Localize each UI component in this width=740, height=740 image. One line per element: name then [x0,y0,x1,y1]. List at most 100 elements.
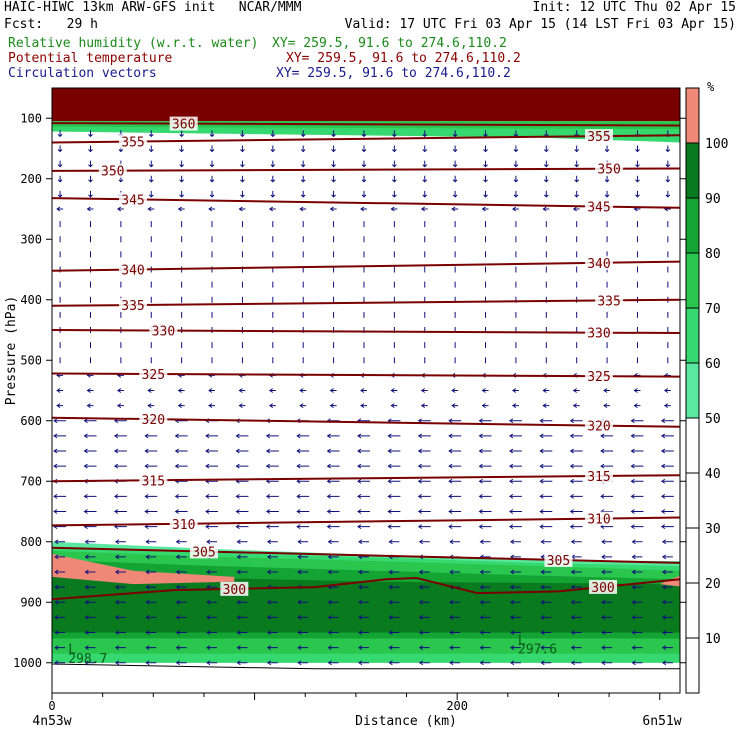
contour-label: 300 [591,581,614,596]
vector-head [660,463,666,469]
vector-head [388,539,393,545]
vector-head [601,539,606,545]
vector-head [510,660,515,666]
vector-head [483,134,488,138]
vector-head [601,630,606,635]
vector-head [326,448,331,454]
vector-head [206,645,211,651]
contour-label-bg [139,473,168,488]
vector-head [539,478,544,484]
vector-head [235,509,240,514]
vector-head [661,599,667,605]
vector-head [418,660,424,666]
vector-head [266,554,272,560]
vector-head [329,206,334,212]
x-tick-label: 0 [48,699,55,713]
vector-head [148,194,154,198]
vector-head [539,524,544,530]
vector-head [479,645,484,651]
vector-head [86,206,91,212]
vector-head [145,599,150,605]
vector-head [633,388,638,393]
vector-head [175,645,180,651]
vector-head [236,554,241,560]
vector-head [206,660,211,666]
vector-head [452,194,458,198]
vector-head [148,134,154,138]
vector-head [174,493,179,499]
vector-head [56,403,61,409]
vector-head [478,509,483,514]
vector-head [179,149,185,153]
valid-time: Valid: 17 UTC Fri 03 Apr 15 (14 LST Fri … [344,17,736,32]
vector-head [326,509,331,514]
vector-head [572,206,577,212]
low-annotation: 297.6 [518,643,557,658]
vector-head [604,179,610,183]
vector-head [174,433,179,439]
vector-head [145,569,150,575]
vector-head [481,206,486,212]
contour-label-bg [589,579,618,594]
vector-head [297,614,302,620]
vector-head [631,599,636,605]
vector-head [509,509,514,514]
vector-head [297,539,302,545]
contour-label: 340 [587,257,610,272]
vector-head [540,569,545,575]
x-axis-label: Distance (km) [355,714,457,729]
vector-head [327,599,332,605]
vector-head [327,539,332,545]
vector-head [390,403,395,409]
contour-label: 310 [172,518,195,533]
vector-head [481,403,486,409]
vector-head [479,569,484,575]
y-tick-label: 100 [20,111,42,125]
contour-label-bg [584,418,613,433]
colorbar-label: 40 [705,467,721,482]
vector-head [479,614,484,620]
vector-head [635,194,640,198]
vector-head [570,569,575,575]
low-annotation: L [518,634,526,649]
vector-head [83,509,88,514]
vector-head [86,403,91,409]
vector-head [449,645,454,651]
vector-head [206,630,211,635]
vector-head [601,614,606,620]
contour-label-bg [169,516,198,531]
contour-label-bg [119,192,148,207]
vector-head [574,194,580,198]
vector-head [539,493,544,499]
y-tick-label: 200 [20,172,42,186]
vector-head [299,206,304,212]
vector-head [420,206,426,212]
vector-head [635,149,640,153]
vector-head [570,599,575,605]
vector-head [417,448,423,454]
vector-head [206,569,211,575]
vector-head [177,403,182,409]
vector-head [113,448,119,454]
vector-head [510,630,515,635]
vector-head [574,164,580,168]
y-tick-label: 900 [20,595,42,609]
vector-head [604,194,610,198]
vector-head [83,448,88,454]
vector-head [206,539,211,545]
vector-head [179,134,185,138]
vector-head [53,418,58,424]
vector-head [114,599,120,605]
vector-head [358,539,363,545]
vector-head [509,463,514,469]
vector-head [392,179,397,183]
vector-head [387,524,392,530]
vector-head [114,554,120,560]
init-time: Init: 12 UTC Thu 02 Apr 15 [532,0,737,15]
contour-label-bg [169,116,198,131]
vector-head [296,478,301,484]
vector-head [601,660,606,666]
vector-head [297,630,302,635]
vector-head [540,645,545,651]
